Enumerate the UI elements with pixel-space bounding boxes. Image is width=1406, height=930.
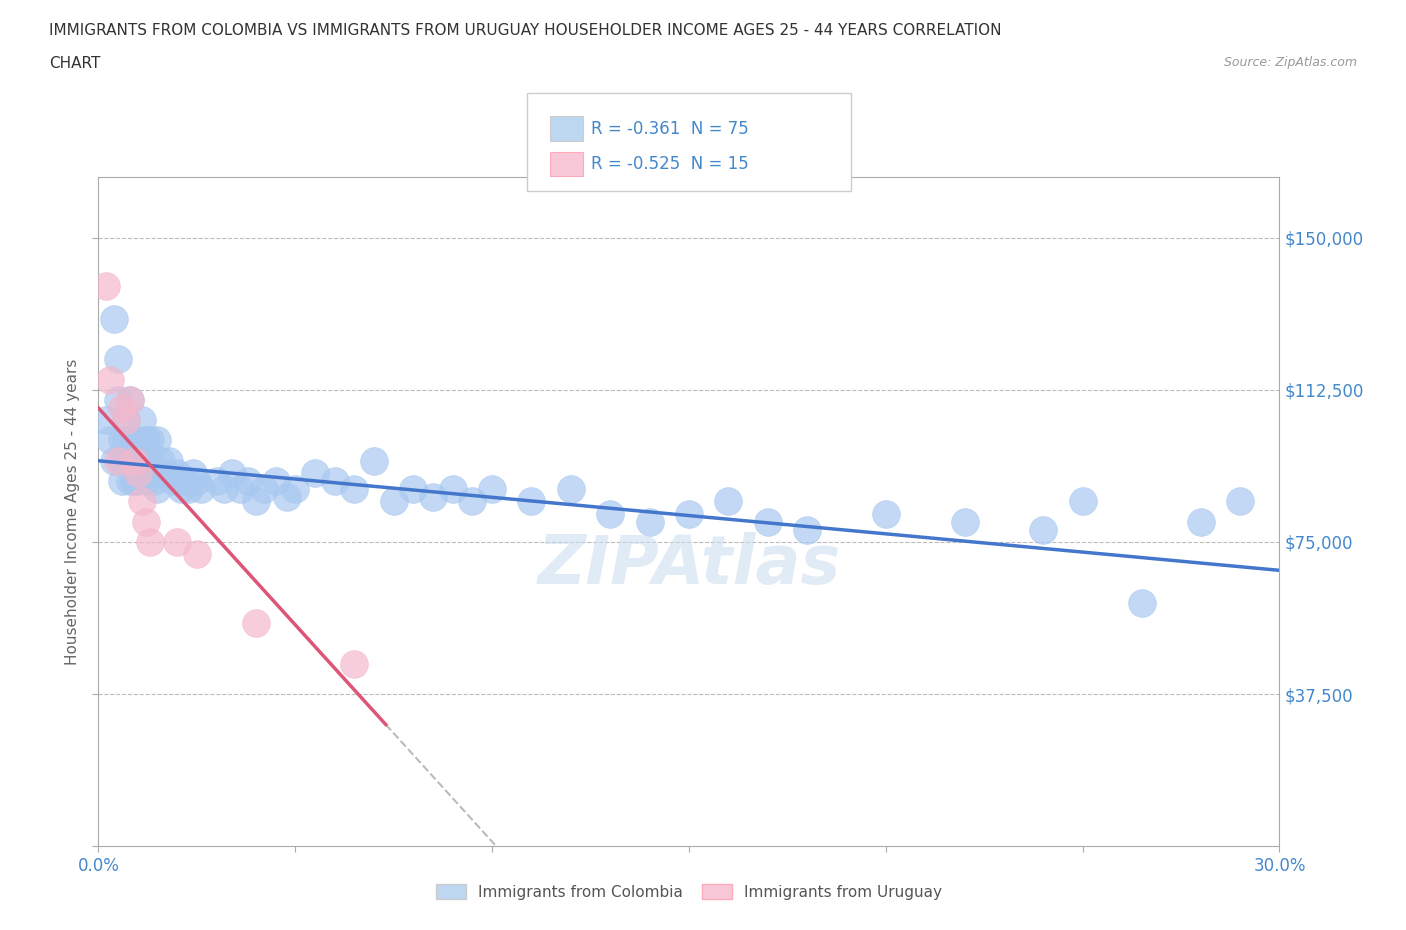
Point [190,482,212,497]
Point [170,482,193,497]
Point [678,506,700,521]
Point [122,473,145,488]
Point [131,453,153,468]
Point [264,473,287,488]
Point [111,433,134,448]
Point [127,466,149,481]
Point [284,482,307,497]
Text: R = -0.361  N = 75: R = -0.361 N = 75 [591,120,748,138]
Point [122,453,145,468]
Point [111,401,134,416]
Point [304,466,326,481]
Point [717,494,740,509]
Point [155,466,177,481]
Point [146,482,169,497]
Point [122,453,145,468]
Point [131,494,153,509]
Point [363,453,385,468]
Point [131,413,153,428]
Point [135,473,157,488]
Point [599,506,621,521]
Point [127,453,149,468]
Point [1130,595,1153,610]
Text: CHART: CHART [49,56,101,71]
Point [127,433,149,448]
Point [382,494,405,509]
Point [481,482,503,497]
Point [560,482,582,497]
Point [115,413,138,428]
Point [118,392,141,407]
Point [111,473,134,488]
Point [177,482,200,497]
Point [157,453,180,468]
Point [245,494,267,509]
Point [138,453,160,468]
Point [103,312,125,326]
Point [422,490,444,505]
Point [953,514,976,529]
Point [127,473,149,488]
Point [98,372,121,387]
Point [236,473,259,488]
Point [115,433,138,448]
Point [166,535,188,550]
Text: ZIPAtlas: ZIPAtlas [537,532,841,598]
Point [520,494,543,509]
Point [229,482,252,497]
Point [138,433,160,448]
Point [107,392,129,407]
Point [135,514,157,529]
Point [107,453,129,468]
Point [1229,494,1251,509]
Point [214,482,236,497]
Point [142,473,165,488]
Point [98,433,121,448]
Point [186,547,208,562]
Point [756,514,779,529]
Point [122,433,145,448]
Point [441,482,464,497]
Point [103,453,125,468]
Point [181,466,204,481]
Point [323,473,346,488]
Text: IMMIGRANTS FROM COLOMBIA VS IMMIGRANTS FROM URUGUAY HOUSEHOLDER INCOME AGES 25 -: IMMIGRANTS FROM COLOMBIA VS IMMIGRANTS F… [49,23,1001,38]
Point [107,352,129,366]
Point [638,514,661,529]
Point [221,466,243,481]
Point [796,523,818,538]
Text: Source: ZipAtlas.com: Source: ZipAtlas.com [1223,56,1357,69]
Point [875,506,897,521]
Point [138,535,160,550]
Point [96,279,118,294]
Legend: Immigrants from Colombia, Immigrants from Uruguay: Immigrants from Colombia, Immigrants fro… [429,877,949,906]
Point [245,616,267,631]
Point [115,453,138,468]
Point [461,494,484,509]
Point [402,482,425,497]
Point [166,466,188,481]
Point [115,413,138,428]
Y-axis label: Householder Income Ages 25 - 44 years: Householder Income Ages 25 - 44 years [65,358,80,665]
Point [111,453,134,468]
Point [276,490,298,505]
Point [118,473,141,488]
Point [150,453,173,468]
Point [118,392,141,407]
Point [205,473,228,488]
Point [1189,514,1212,529]
Point [343,482,366,497]
Point [1071,494,1094,509]
Point [96,413,118,428]
Point [146,433,169,448]
Text: R = -0.525  N = 15: R = -0.525 N = 15 [591,155,748,173]
Point [1032,523,1054,538]
Point [162,473,184,488]
Point [135,433,157,448]
Point [253,482,276,497]
Point [343,657,366,671]
Point [186,473,208,488]
Point [174,473,197,488]
